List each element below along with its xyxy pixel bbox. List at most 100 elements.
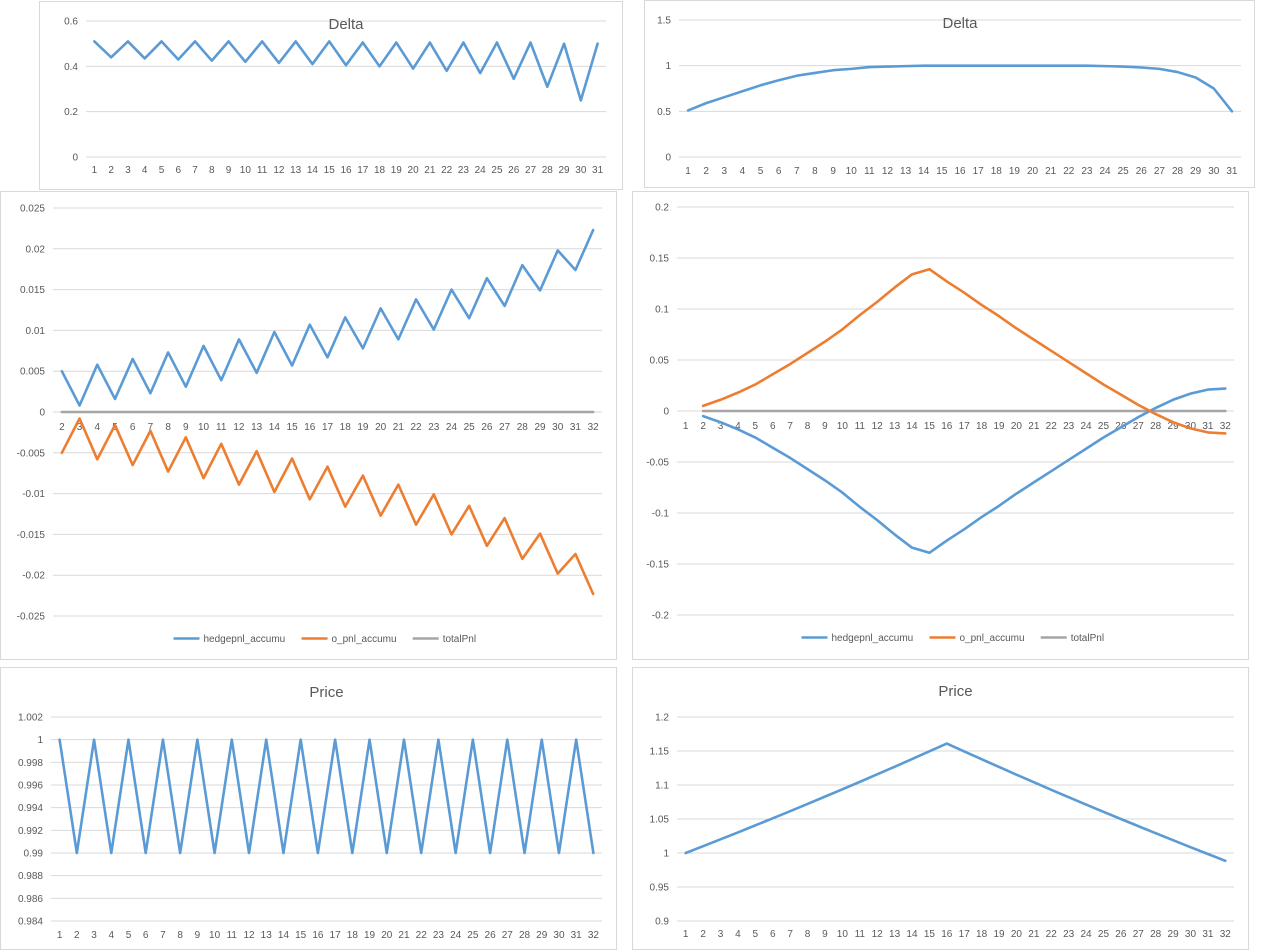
x-tick-label: 8 [812, 166, 818, 177]
x-tick-label: 24 [475, 165, 487, 176]
chart-pnl-right-svg: 0.20.150.10.050-0.05-0.1-0.15-0.21 2 3 4 5 6 7… [646, 203, 1234, 644]
legend-label: o_pnl_accumu [960, 633, 1025, 644]
series-line-hedgepnl_accumu [60, 228, 595, 407]
x-tick-label: 18 [347, 930, 359, 941]
x-tick-label: 20 [1011, 421, 1023, 432]
x-tick-label: 24 [1099, 166, 1111, 177]
x-tick-label: 10 [198, 422, 210, 433]
y-tick-label: 0.984 [18, 917, 43, 928]
x-tick-label: 17 [973, 166, 985, 177]
x-tick-label: 16 [312, 930, 324, 941]
x-tick-label: 25 [1118, 166, 1130, 177]
x-tick-label: 24 [1080, 421, 1092, 432]
x-tick-label: 21 [1028, 929, 1040, 940]
x-tick-label: 7 [794, 166, 800, 177]
y-tick-label: 0.95 [650, 883, 670, 894]
x-tick-label: 23 [428, 422, 440, 433]
x-tick-label: 29 [1168, 421, 1180, 432]
x-tick-label: 23 [1063, 929, 1075, 940]
series-line-o_pnl_accumu [60, 417, 595, 596]
x-tick-label: 11 [855, 421, 866, 432]
chart-title: Delta [942, 15, 978, 32]
x-tick-label: 23 [1081, 166, 1093, 177]
x-tick-label: 17 [357, 165, 369, 176]
y-tick-label: 0.025 [20, 204, 45, 215]
series-line-series-0 [686, 64, 1234, 113]
x-tick-label: 23 [458, 165, 470, 176]
series-line-series-0 [684, 742, 1227, 863]
x-tick-label: 30 [552, 422, 564, 433]
chart-delta-left-svg: 0.60.40.201 2 3 4 5 6 7 8 9 10 11 12 13 14 15 16 17 18 19 2… [64, 16, 606, 176]
x-tick-label: 10 [837, 421, 849, 432]
x-tick-label: 5 [126, 930, 132, 941]
x-tick-label: 17 [959, 421, 971, 432]
y-tick-label: 1.15 [650, 747, 670, 758]
x-tick-label: 9 [183, 422, 189, 433]
x-tick-label: 26 [485, 930, 497, 941]
x-tick-label: 31 [1202, 929, 1214, 940]
series-line-o_pnl_accumu [701, 267, 1227, 435]
x-tick-label: 11 [864, 166, 875, 177]
x-tick-label: 13 [900, 166, 912, 177]
x-tick-label: 14 [906, 421, 918, 432]
x-tick-label: 30 [575, 165, 587, 176]
x-tick-label: 13 [251, 422, 263, 433]
x-tick-label: 4 [740, 166, 746, 177]
x-tick-label: 27 [1133, 929, 1145, 940]
x-tick-label: 15 [287, 422, 299, 433]
y-tick-label: 1 [37, 735, 43, 746]
x-tick-label: 7 [787, 421, 793, 432]
y-tick-label: 0.988 [18, 871, 43, 882]
x-tick-label: 19 [993, 421, 1005, 432]
x-tick-label: 30 [1185, 421, 1197, 432]
x-tick-label: 7 [160, 930, 166, 941]
x-tick-label: 28 [519, 930, 531, 941]
x-tick-label: 13 [889, 421, 901, 432]
x-tick-label: 15 [936, 166, 948, 177]
y-tick-label: 0.01 [26, 326, 46, 337]
x-tick-label: 3 [125, 165, 131, 176]
x-tick-label: 6 [175, 165, 181, 176]
x-tick-label: 12 [233, 422, 245, 433]
x-tick-label: 10 [240, 165, 252, 176]
y-tick-label: 0.998 [18, 758, 43, 769]
y-tick-label: 0.4 [64, 62, 78, 73]
x-tick-label: 12 [243, 930, 255, 941]
x-tick-label: 19 [391, 165, 403, 176]
x-tick-label: 9 [195, 930, 201, 941]
series-line-hedgepnl_accumu [701, 387, 1227, 555]
x-tick-label: 5 [753, 929, 759, 940]
x-tick-label: 2 [700, 421, 706, 432]
y-tick-label: 0.1 [655, 305, 669, 316]
x-tick-label: 8 [805, 421, 811, 432]
x-tick-label: 24 [1080, 929, 1092, 940]
chart-title: Price [309, 684, 343, 701]
x-tick-label: 27 [502, 930, 514, 941]
x-tick-label: 22 [416, 930, 428, 941]
x-tick-label: 2 [700, 929, 706, 940]
x-tick-label: 32 [588, 422, 600, 433]
x-tick-label: 7 [192, 165, 198, 176]
x-tick-label: 5 [758, 166, 764, 177]
y-tick-label: -0.02 [22, 571, 45, 582]
x-tick-label: 26 [1136, 166, 1148, 177]
x-tick-label: 32 [1220, 421, 1232, 432]
x-tick-label: 1 [683, 421, 689, 432]
x-tick-label: 1 [92, 165, 98, 176]
x-tick-label: 1 [683, 929, 689, 940]
x-tick-label: 9 [830, 166, 836, 177]
y-tick-label: 0.996 [18, 781, 43, 792]
x-tick-label: 21 [424, 165, 436, 176]
chart-pnl-left-svg: 0.025 0.02 0.015 0.01 0.005 0 -0.005 -0.01 -0.01… [17, 204, 602, 645]
x-tick-label: 30 [1208, 166, 1220, 177]
chart-pnl-left: 0.025 0.02 0.015 0.01 0.005 0 -0.005 -0.01 -0.01… [0, 191, 617, 660]
x-tick-label: 25 [467, 930, 479, 941]
x-tick-label: 25 [464, 422, 476, 433]
x-tick-label: 12 [872, 929, 884, 940]
x-tick-label: 6 [130, 422, 136, 433]
y-tick-label: 1.2 [655, 713, 669, 724]
chart-delta-right: 1.5 1 0.5 0 1 2 3 4 5 6 7 8 9 10 11 12 13 14 15 16 17 18 19 20 2… [644, 0, 1255, 188]
x-tick-label: 2 [74, 930, 80, 941]
x-tick-label: 19 [357, 422, 369, 433]
x-tick-label: 21 [393, 422, 405, 433]
